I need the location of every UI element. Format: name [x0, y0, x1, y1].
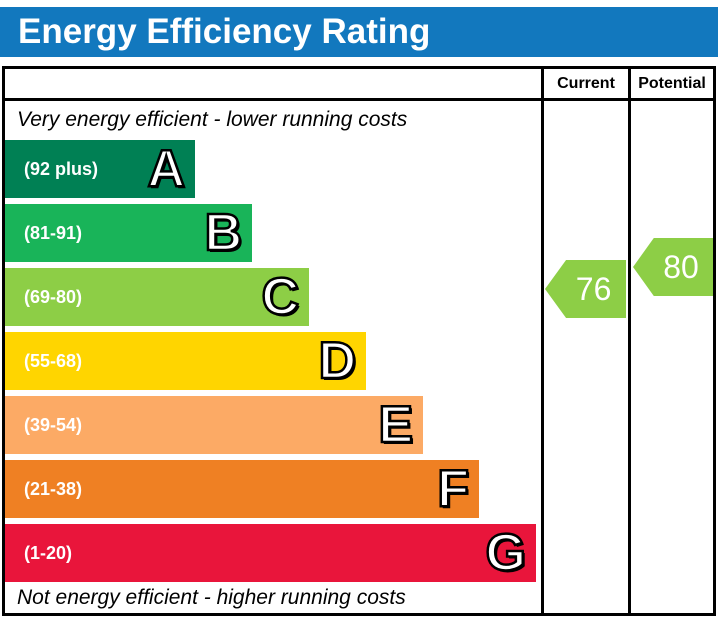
band-e-letter: E [377, 396, 414, 455]
page-title: Energy Efficiency Rating [18, 12, 431, 51]
band-e-range: (39-54) [24, 414, 83, 435]
band-d-letter: D [317, 332, 357, 391]
column-header-current: Current [557, 75, 615, 92]
column-header-potential: Potential [638, 75, 706, 92]
band-d-range: (55-68) [24, 350, 83, 371]
band-d: (55-68) D [5, 332, 366, 390]
band-f-letter: F [436, 460, 470, 519]
band-a-range: (92 plus) [24, 158, 99, 179]
potential-rating-value: 80 [663, 248, 699, 285]
band-b-letter: B [203, 204, 243, 263]
band-f-range: (21-38) [24, 478, 83, 499]
band-g: (1-20) G [5, 524, 536, 582]
header-underline [2, 98, 716, 101]
band-g-letter: G [484, 524, 527, 583]
band-g-range: (1-20) [24, 542, 73, 563]
top-note: Very energy efficient - lower running co… [17, 108, 408, 131]
divider-current-column [541, 66, 544, 616]
divider-potential-column [628, 66, 631, 616]
band-f: (21-38) F [5, 460, 479, 518]
band-b: (81-91) B [5, 204, 252, 262]
bottom-note: Not energy efficient - higher running co… [17, 586, 406, 609]
band-c-range: (69-80) [24, 286, 83, 307]
title-bar: Energy Efficiency Rating [0, 7, 718, 57]
band-c-letter: C [260, 268, 300, 327]
band-a: (92 plus) A [5, 140, 195, 198]
band-e: (39-54) E [5, 396, 423, 454]
band-c: (69-80) C [5, 268, 309, 326]
band-a-letter: A [146, 140, 186, 199]
current-rating-value: 76 [575, 270, 612, 307]
band-b-range: (81-91) [24, 222, 83, 243]
